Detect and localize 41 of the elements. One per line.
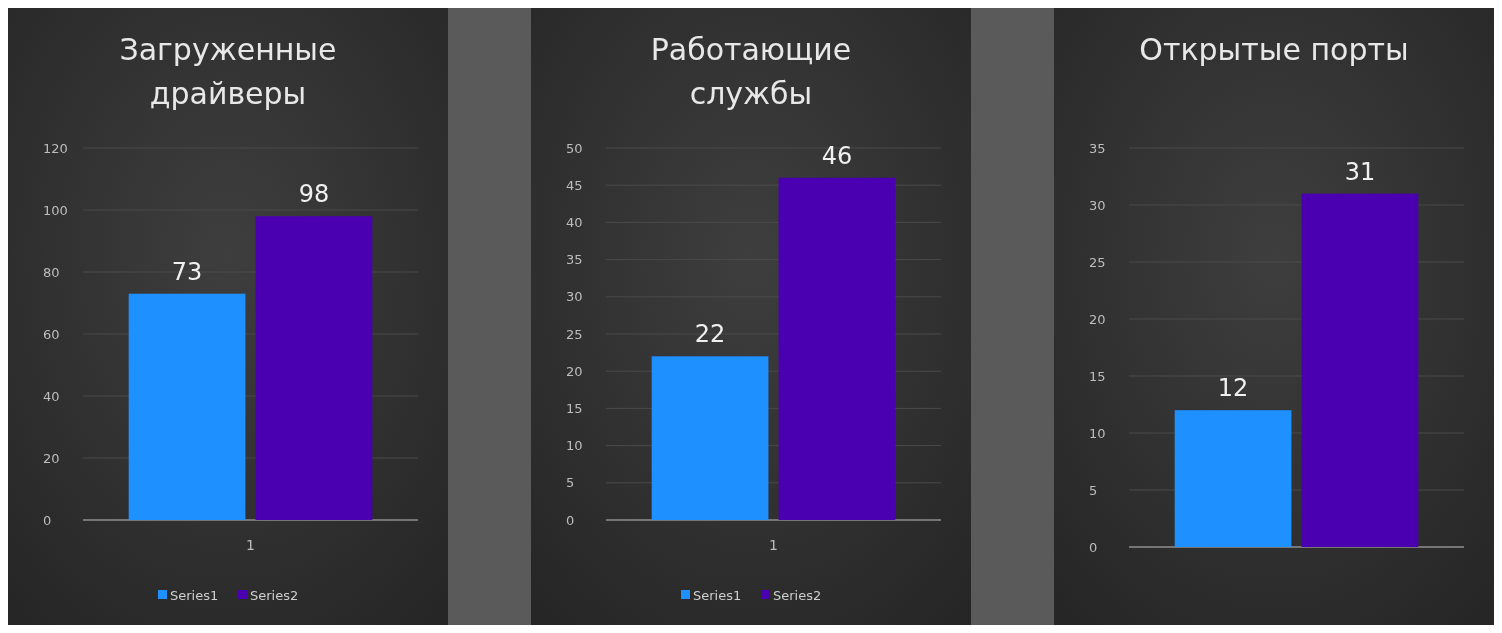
y-tick-label: 20 [1089, 311, 1106, 327]
y-tick-label: 0 [566, 512, 575, 528]
y-tick-label: 5 [1089, 482, 1098, 498]
y-tick-label: 35 [1089, 140, 1106, 156]
y-tick-label: 40 [43, 388, 60, 404]
y-tick-label: 30 [566, 289, 583, 305]
legend-label: Series2 [773, 587, 822, 603]
y-tick-label: 50 [566, 140, 583, 156]
chart-title: Работающие службы [650, 32, 852, 111]
data-label: 12 [1217, 374, 1249, 403]
y-tick-label: 0 [43, 512, 52, 528]
y-tick-label: 0 [1089, 539, 1098, 555]
data-label: 73 [171, 257, 203, 286]
data-label: 46 [821, 141, 853, 170]
y-tick-label: 30 [1089, 197, 1106, 213]
y-tick-label: 35 [566, 252, 583, 268]
data-label: 31 [1344, 157, 1376, 186]
y-tick-label: 10 [566, 438, 583, 454]
x-tick-label: 1 [769, 537, 778, 553]
y-tick-label: 25 [1089, 254, 1106, 270]
y-tick-label: 25 [566, 326, 583, 342]
data-label: 98 [298, 180, 330, 209]
y-tick-label: 45 [566, 177, 583, 193]
y-tick-label: 80 [43, 264, 60, 280]
y-tick-label: 20 [566, 363, 583, 379]
y-tick-label: 40 [566, 214, 583, 230]
y-tick-label: 100 [43, 202, 68, 218]
y-tick-label: 120 [43, 140, 68, 156]
legend-label: Series1 [170, 587, 219, 603]
y-tick-label: 10 [1089, 425, 1106, 441]
data-label: 22 [694, 320, 726, 349]
legend-label: Series2 [250, 587, 299, 603]
y-tick-label: 60 [43, 326, 60, 342]
chart-title: Загруженные драйверы [119, 32, 337, 111]
y-tick-label: 20 [43, 450, 60, 466]
legend-label: Series1 [693, 587, 742, 603]
chart-title: Открытые порты [1139, 32, 1409, 67]
y-tick-label: 15 [1089, 368, 1106, 384]
x-tick-label: 1 [246, 537, 255, 553]
y-tick-label: 5 [566, 475, 575, 491]
y-tick-label: 15 [566, 400, 583, 416]
